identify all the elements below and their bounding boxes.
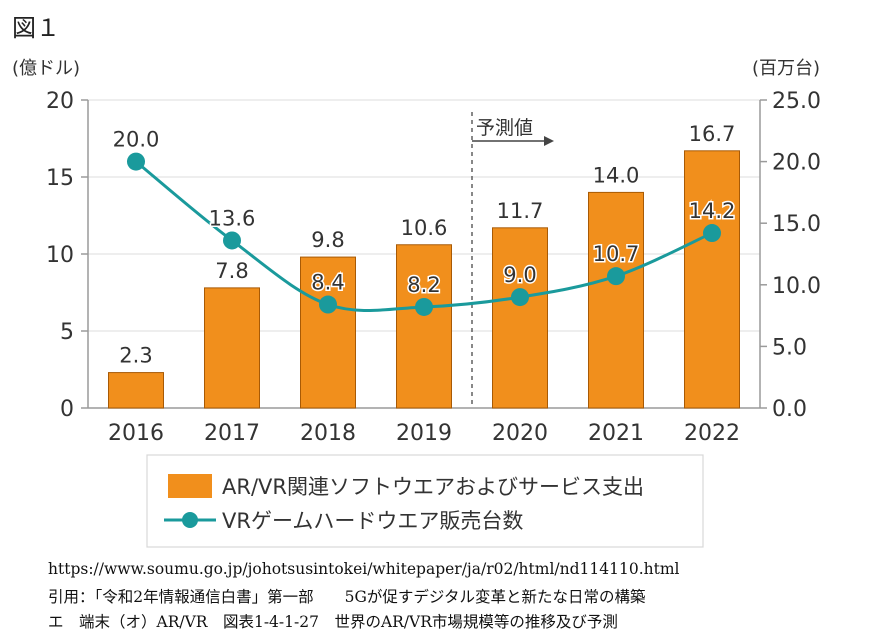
bar-value-label: 11.7 <box>497 199 544 223</box>
bar-series: 2.3 7.8 9.8 10.6 11.7 14.0 16.7 <box>108 122 740 409</box>
bar-2021 <box>588 191 644 409</box>
legend: AR/VR関連ソフトウエアおよびサービス支出 VRゲームハードウエア販売台数 <box>146 454 704 548</box>
line-value-label: 13.6 <box>209 206 256 230</box>
bar-2016 <box>108 372 164 409</box>
legend-bar-label: AR/VR関連ソフトウエアおよびサービス支出 <box>222 475 644 499</box>
right-tick-label: 15.0 <box>772 212 821 237</box>
line-value-label: 10.7 <box>593 242 640 266</box>
line-value-label: 8.4 <box>311 271 344 295</box>
right-tick-label: 0.0 <box>772 397 807 422</box>
right-tick-label: 10.0 <box>772 274 821 299</box>
legend-line-marker <box>182 512 198 528</box>
caption-figure-ref: エ 端末（オ）AR/VR 図表1-4-1-27 世界のAR/VR市場規模等の推移… <box>48 613 618 631</box>
line-point-2018 <box>319 295 337 314</box>
caption-citation: 引用：「令和2年情報通信白書」第一部 5Gが促すデジタル変革と新たな日常の構築 <box>48 588 646 606</box>
line-value-label: 20.0 <box>113 128 160 152</box>
line-point-2020 <box>511 288 529 307</box>
line-point-2017 <box>223 231 241 250</box>
legend-line-label: VRゲームハードウエア販売台数 <box>222 509 523 533</box>
bar-value-label: 14.0 <box>593 163 640 187</box>
left-tick-label: 20 <box>46 89 74 114</box>
line-value-label: 9.0 <box>503 263 536 287</box>
x-tick-label: 2019 <box>396 421 452 446</box>
figure-title: 図１ <box>12 14 60 42</box>
left-tick-label: 10 <box>46 243 74 268</box>
bar-2018 <box>300 256 356 409</box>
left-axis-unit: (億ドル) <box>12 58 80 79</box>
line-value-label: 8.2 <box>407 273 440 297</box>
left-tick-label: 15 <box>46 166 74 191</box>
right-tick-label: 5.0 <box>772 335 807 360</box>
x-tick-label: 2016 <box>108 421 164 446</box>
line-point-2021 <box>607 267 625 286</box>
caption-url: https://www.soumu.go.jp/johotsusintokei/… <box>48 560 680 578</box>
bar-2019 <box>396 244 452 409</box>
left-tick-label: 0 <box>60 397 74 422</box>
x-tick-label: 2020 <box>492 421 548 446</box>
right-axis-ticks: 0.0 5.0 10.0 15.0 20.0 25.0 <box>760 89 821 422</box>
x-tick-label: 2022 <box>684 421 740 446</box>
bar-value-label: 9.8 <box>311 228 344 252</box>
legend-bar-swatch <box>168 474 212 498</box>
forecast-arrow-head <box>544 136 554 146</box>
forecast-marker: 予測値 <box>471 112 554 408</box>
right-tick-label: 25.0 <box>772 89 821 114</box>
bar-2017 <box>204 287 260 409</box>
bar-2020 <box>492 227 548 409</box>
line-point-2016 <box>127 152 145 171</box>
x-axis-ticks: 2016 2017 2018 2019 2020 2021 2022 <box>108 421 740 446</box>
bar-value-label: 10.6 <box>401 216 448 240</box>
x-tick-label: 2021 <box>588 421 644 446</box>
right-axis-unit: (百万台) <box>752 58 820 79</box>
line-point-2022 <box>703 224 721 243</box>
left-tick-label: 5 <box>60 320 74 345</box>
right-tick-label: 20.0 <box>772 151 821 176</box>
bar-value-label: 16.7 <box>689 122 736 146</box>
bar-value-label: 7.8 <box>215 259 248 283</box>
x-tick-label: 2018 <box>300 421 356 446</box>
bar-value-label: 2.3 <box>119 344 152 368</box>
legend-frame <box>146 454 704 548</box>
forecast-label: 予測値 <box>476 117 533 139</box>
line-point-2019 <box>415 297 433 316</box>
left-axis-ticks: 0 5 10 15 20 <box>46 89 88 422</box>
line-series: 20.0 13.6 8.4 8.2 9.0 10.7 14.2 <box>111 126 737 316</box>
bar-2022 <box>684 150 740 409</box>
line-value-label: 14.2 <box>689 199 736 223</box>
x-tick-label: 2017 <box>204 421 260 446</box>
